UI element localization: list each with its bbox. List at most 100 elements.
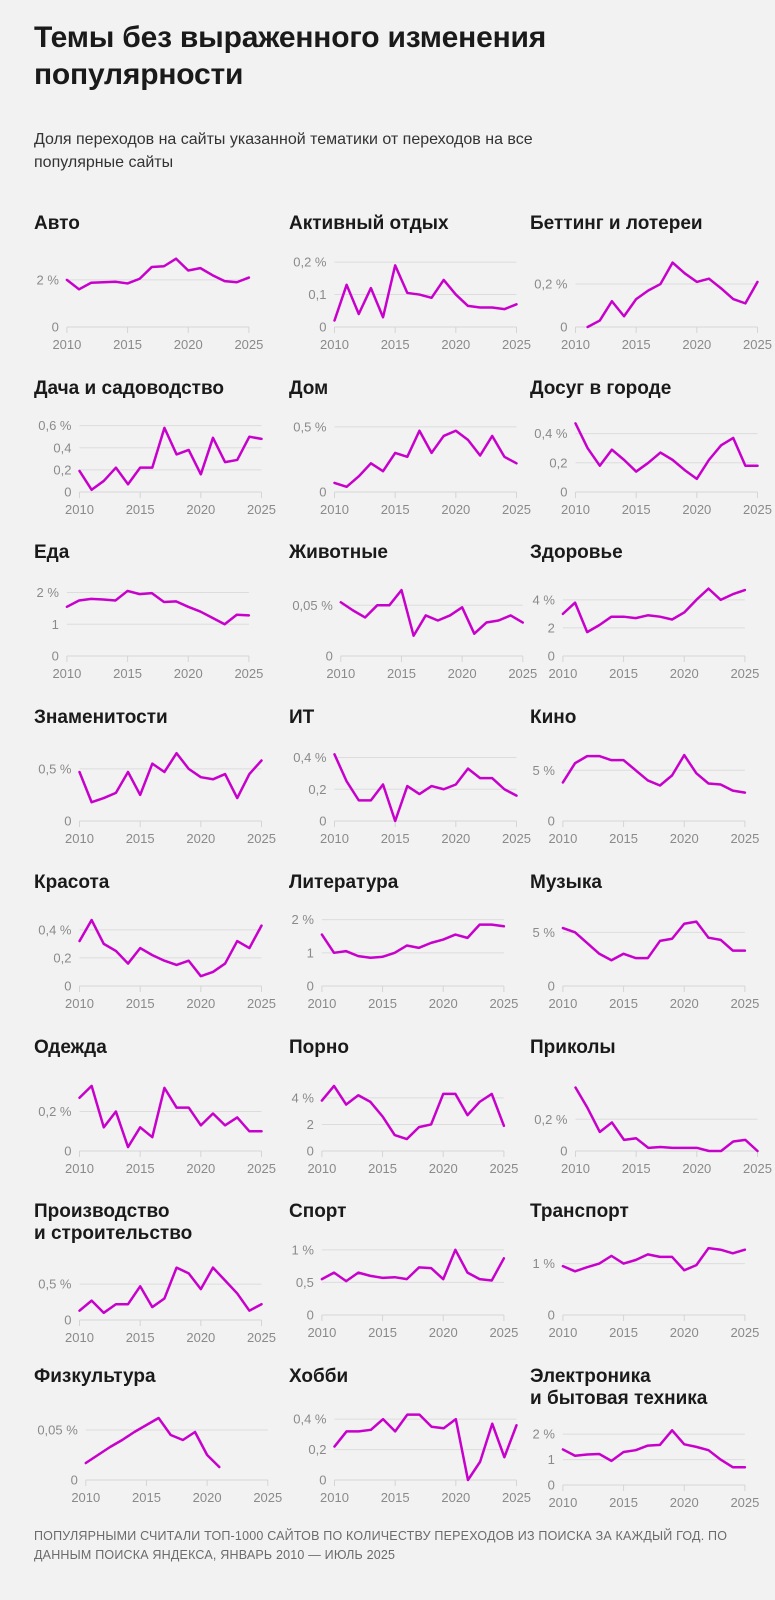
svg-text:0,5 %: 0,5 % (38, 761, 72, 776)
svg-text:2015: 2015 (622, 502, 651, 517)
svg-text:2020: 2020 (193, 1490, 222, 1505)
svg-text:2020: 2020 (186, 1161, 215, 1176)
svg-text:0,2: 0,2 (53, 950, 71, 965)
svg-text:0: 0 (64, 814, 71, 829)
svg-text:2020: 2020 (441, 1490, 470, 1505)
svg-text:2020: 2020 (186, 996, 215, 1011)
svg-text:2015: 2015 (622, 1161, 651, 1176)
svg-text:2020: 2020 (186, 502, 215, 517)
svg-text:0,4 %: 0,4 % (534, 426, 568, 441)
svg-text:2010: 2010 (65, 831, 94, 846)
svg-text:0: 0 (52, 649, 59, 664)
svg-text:2025: 2025 (489, 1161, 518, 1176)
svg-text:2020: 2020 (174, 666, 203, 681)
svg-text:2: 2 (548, 621, 555, 636)
svg-text:2025: 2025 (502, 337, 531, 352)
svg-text:2025: 2025 (253, 1490, 282, 1505)
svg-text:0: 0 (319, 320, 326, 335)
svg-text:2020: 2020 (670, 1325, 699, 1340)
svg-text:5 %: 5 % (532, 925, 555, 940)
svg-text:2025: 2025 (502, 1490, 531, 1505)
svg-text:2015: 2015 (126, 996, 155, 1011)
svg-text:0,1: 0,1 (308, 287, 326, 302)
svg-text:2015: 2015 (609, 666, 638, 681)
svg-text:2020: 2020 (682, 1161, 711, 1176)
svg-text:2010: 2010 (320, 1490, 349, 1505)
svg-text:2010: 2010 (548, 831, 577, 846)
svg-text:0: 0 (548, 649, 555, 664)
svg-text:2025: 2025 (234, 666, 263, 681)
svg-text:0: 0 (307, 1308, 314, 1323)
svg-text:2015: 2015 (381, 1490, 410, 1505)
svg-text:0: 0 (64, 1313, 71, 1328)
svg-text:2015: 2015 (609, 1325, 638, 1340)
svg-text:0,5: 0,5 (296, 1275, 314, 1290)
svg-text:2015: 2015 (126, 1161, 155, 1176)
svg-text:2020: 2020 (429, 1161, 458, 1176)
svg-text:2015: 2015 (622, 337, 651, 352)
svg-text:2020: 2020 (448, 666, 477, 681)
svg-text:2015: 2015 (609, 1495, 638, 1510)
svg-text:0: 0 (71, 1472, 78, 1487)
svg-text:0: 0 (326, 649, 333, 664)
svg-text:1: 1 (307, 945, 314, 960)
svg-text:2025: 2025 (730, 831, 759, 846)
svg-text:2015: 2015 (609, 831, 638, 846)
svg-text:1 %: 1 % (291, 1243, 314, 1258)
svg-text:5 %: 5 % (532, 763, 555, 778)
svg-text:0,05 %: 0,05 % (37, 1422, 78, 1437)
svg-text:2010: 2010 (320, 337, 349, 352)
svg-text:4 %: 4 % (532, 593, 555, 608)
svg-text:2010: 2010 (65, 996, 94, 1011)
svg-text:0,6 %: 0,6 % (38, 418, 72, 433)
svg-text:2020: 2020 (441, 337, 470, 352)
svg-text:2010: 2010 (561, 1161, 590, 1176)
svg-text:0,2: 0,2 (549, 455, 567, 470)
svg-text:2010: 2010 (320, 502, 349, 517)
svg-text:2 %: 2 % (36, 585, 59, 600)
svg-text:2015: 2015 (126, 831, 155, 846)
svg-text:2020: 2020 (670, 831, 699, 846)
svg-text:0: 0 (560, 484, 567, 499)
svg-text:2015: 2015 (113, 337, 142, 352)
svg-text:2015: 2015 (368, 996, 397, 1011)
svg-text:2010: 2010 (65, 1161, 94, 1176)
svg-text:0,05 %: 0,05 % (292, 598, 333, 613)
svg-text:2015: 2015 (609, 996, 638, 1011)
svg-text:2: 2 (307, 1116, 314, 1131)
svg-text:2025: 2025 (730, 1495, 759, 1510)
svg-text:2025: 2025 (247, 1330, 276, 1345)
svg-text:2025: 2025 (502, 831, 531, 846)
svg-text:2010: 2010 (326, 666, 355, 681)
svg-text:0,4 %: 0,4 % (293, 1412, 327, 1427)
svg-text:2025: 2025 (247, 502, 276, 517)
svg-text:2010: 2010 (561, 502, 590, 517)
svg-text:0,2 %: 0,2 % (38, 1104, 72, 1119)
svg-text:2010: 2010 (548, 996, 577, 1011)
svg-text:2025: 2025 (730, 666, 759, 681)
svg-text:0,2: 0,2 (308, 1442, 326, 1457)
svg-text:2010: 2010 (52, 666, 81, 681)
svg-text:2025: 2025 (730, 1325, 759, 1340)
svg-text:2015: 2015 (368, 1325, 397, 1340)
svg-text:0: 0 (319, 484, 326, 499)
svg-text:2010: 2010 (65, 1330, 94, 1345)
svg-text:2025: 2025 (743, 1161, 772, 1176)
svg-text:2020: 2020 (670, 996, 699, 1011)
svg-text:2015: 2015 (132, 1490, 161, 1505)
svg-text:2 %: 2 % (291, 912, 314, 927)
svg-text:2025: 2025 (234, 337, 263, 352)
svg-text:2015: 2015 (113, 666, 142, 681)
svg-text:0: 0 (548, 1308, 555, 1323)
svg-text:0,4 %: 0,4 % (38, 922, 72, 937)
svg-text:2010: 2010 (561, 337, 590, 352)
svg-text:2015: 2015 (387, 666, 416, 681)
svg-text:2020: 2020 (186, 1330, 215, 1345)
svg-text:0: 0 (319, 814, 326, 829)
svg-text:0: 0 (64, 1143, 71, 1158)
svg-text:2025: 2025 (743, 337, 772, 352)
svg-text:2 %: 2 % (36, 272, 59, 287)
svg-text:2 %: 2 % (532, 1427, 555, 1442)
svg-text:2015: 2015 (381, 337, 410, 352)
svg-text:0,2: 0,2 (308, 782, 326, 797)
